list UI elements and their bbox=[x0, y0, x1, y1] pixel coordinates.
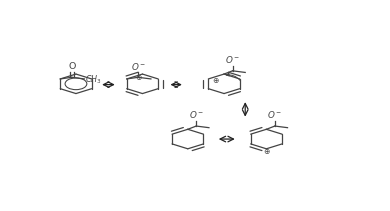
Text: $CH_3$: $CH_3$ bbox=[85, 73, 102, 85]
Text: $O^-$: $O^-$ bbox=[131, 61, 146, 72]
Text: $O^-$: $O^-$ bbox=[189, 109, 204, 120]
Text: $\oplus$: $\oplus$ bbox=[262, 147, 270, 156]
Text: $O^-$: $O^-$ bbox=[225, 54, 240, 65]
Text: O: O bbox=[68, 62, 75, 72]
Text: $O^-$: $O^-$ bbox=[267, 109, 282, 120]
Text: $\oplus$: $\oplus$ bbox=[212, 76, 220, 85]
Text: $\oplus$: $\oplus$ bbox=[135, 73, 142, 82]
